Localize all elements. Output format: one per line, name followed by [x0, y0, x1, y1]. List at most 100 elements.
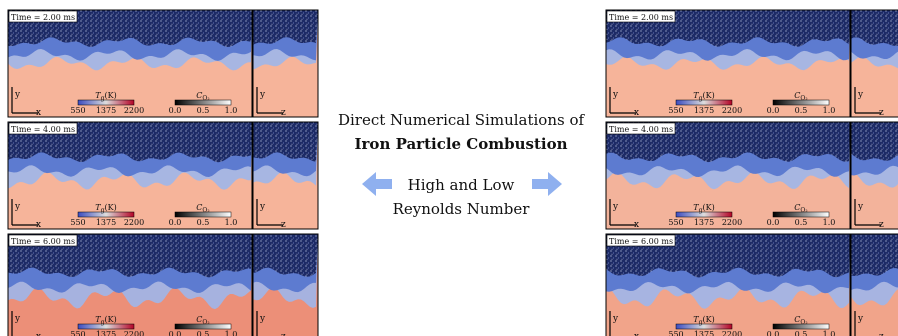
caption-line: Direct Numerical Simulations of — [338, 111, 586, 129]
subscript: O₂ — [800, 95, 808, 102]
unit: (K) — [702, 315, 714, 324]
main-view: yx — [8, 234, 252, 336]
caption-line: High and Low — [408, 176, 515, 194]
colorbar — [676, 100, 732, 105]
colorbar — [78, 100, 134, 105]
side-view: yz — [253, 10, 318, 118]
colorbar-tick: 1375 — [694, 106, 714, 115]
colorbar-tick: 1375 — [694, 218, 714, 227]
colorbar-tick: 0.5 — [197, 218, 210, 227]
colorbar-tick: 0.5 — [795, 218, 808, 227]
colorbar-tick: 0.0 — [169, 218, 182, 227]
colorbar-tick: 2200 — [124, 106, 144, 115]
axis-label: x — [634, 108, 639, 118]
particle-cloud — [253, 122, 318, 162]
axis-label: z — [879, 220, 884, 230]
axis-label: z — [281, 332, 286, 336]
particle-cloud — [851, 122, 898, 161]
subscript: O₂ — [202, 319, 210, 326]
colorbar — [78, 324, 134, 329]
axis-label: y — [14, 202, 21, 212]
axis-label: z — [879, 332, 884, 336]
colorbar-tick: 1.0 — [823, 106, 836, 115]
side-view: yz — [253, 234, 318, 336]
time-label: Time = 2.00 ms — [11, 13, 75, 22]
subscript: O₂ — [202, 207, 210, 214]
axis-label: y — [259, 202, 266, 212]
axis-label: x — [634, 332, 639, 336]
colorbar — [78, 212, 134, 217]
axis-label: x — [36, 332, 41, 336]
axis-label: y — [857, 202, 864, 212]
axis-label: x — [36, 108, 41, 118]
axis-label: x — [634, 220, 639, 230]
side-view: yz — [851, 234, 898, 336]
axis-label: y — [612, 202, 619, 212]
axis-label: x — [36, 220, 41, 230]
colorbar-tick: 1.0 — [823, 218, 836, 227]
colorbar-tick: 0.0 — [767, 218, 780, 227]
time-label: Time = 6.00 ms — [11, 237, 75, 246]
axis-label: y — [857, 314, 864, 324]
colorbar-tick: 1375 — [96, 106, 116, 115]
unit: (K) — [104, 91, 116, 100]
axis-label: z — [281, 108, 286, 118]
colorbar-tick: 2200 — [722, 106, 742, 115]
simulation-row: yxyzTime = 4.00 msTg(K)55013752200CO₂0.0… — [606, 122, 898, 230]
axis-label: y — [259, 90, 266, 100]
colorbar-tick: 0.0 — [767, 330, 780, 336]
axis-label: y — [14, 90, 21, 100]
subscript: O₂ — [202, 95, 210, 102]
colorbar-tick: 1375 — [694, 330, 714, 336]
arrow-right — [532, 172, 562, 196]
subscript: O₂ — [800, 207, 808, 214]
colorbar-tick: 0.5 — [197, 330, 210, 336]
axis-label: y — [612, 90, 619, 100]
unit: (K) — [104, 203, 116, 212]
colorbar-tick: 2200 — [722, 330, 742, 336]
colorbar-tick: 550 — [668, 330, 683, 336]
time-label: Time = 4.00 ms — [11, 125, 75, 134]
axis-label: y — [14, 314, 21, 324]
colorbar-tick: 0.0 — [169, 330, 182, 336]
colorbar-tick: 0.0 — [767, 106, 780, 115]
colorbar-tick: 0.5 — [197, 106, 210, 115]
time-label: Time = 2.00 ms — [609, 13, 673, 22]
colorbar-tick: 550 — [668, 106, 683, 115]
colorbar-tick: 2200 — [722, 218, 742, 227]
colorbar-tick: 0.5 — [795, 106, 808, 115]
colorbar-tick: 0.5 — [795, 330, 808, 336]
arrow-left — [362, 172, 392, 196]
side-view: yz — [851, 122, 898, 230]
main-view: yx — [606, 234, 850, 336]
colorbar-tick: 1.0 — [225, 218, 238, 227]
colorbar-tick: 550 — [668, 218, 683, 227]
caption: Direct Numerical Simulations of Iron Par… — [338, 111, 586, 218]
colorbar-tick: 1375 — [96, 218, 116, 227]
subscript: O₂ — [800, 319, 808, 326]
unit: (K) — [104, 315, 116, 324]
colorbar-tick: 2200 — [124, 218, 144, 227]
caption-line: Reynolds Number — [393, 200, 531, 218]
colorbar-tick: 1.0 — [225, 106, 238, 115]
colorbar — [676, 324, 732, 329]
side-view: yz — [851, 10, 898, 118]
colorbar-tick: 550 — [70, 106, 85, 115]
colorbar-tick: 550 — [70, 218, 85, 227]
axis-label: z — [879, 108, 884, 118]
unit: (K) — [702, 203, 714, 212]
time-label: Time = 6.00 ms — [609, 237, 673, 246]
axis-label: y — [259, 314, 266, 324]
colorbar-tick: 550 — [70, 330, 85, 336]
axis-label: y — [612, 314, 619, 324]
time-label: Time = 4.00 ms — [609, 125, 673, 134]
figure: Direct Numerical Simulations of Iron Par… — [0, 0, 898, 336]
colorbar-tick: 0.0 — [169, 106, 182, 115]
colorbar-tick: 2200 — [124, 330, 144, 336]
unit: (K) — [702, 91, 714, 100]
